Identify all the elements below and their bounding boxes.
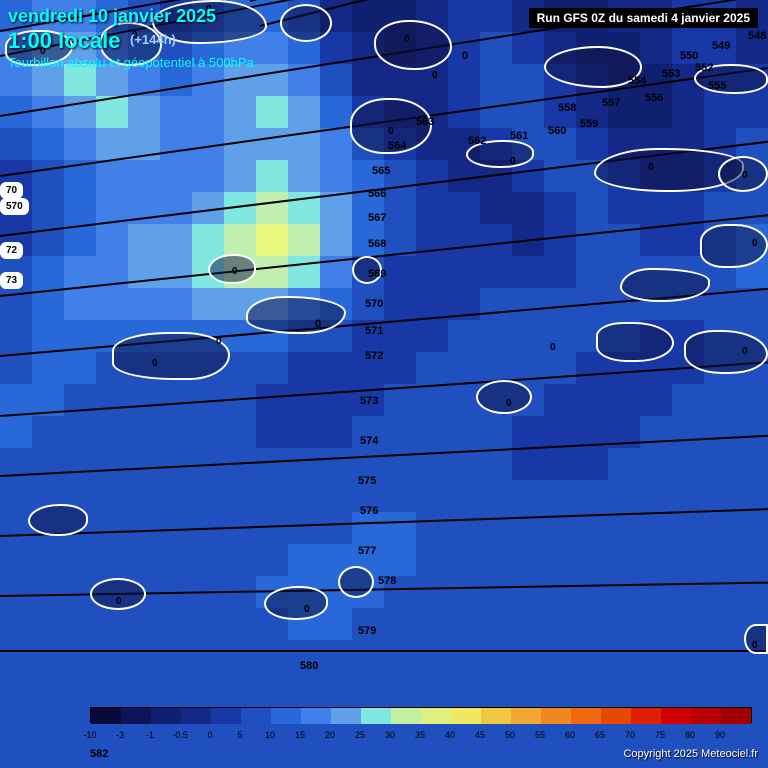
copyright-text: Copyright 2025 Meteociel.fr (623, 748, 758, 760)
bottom-left-value: 582 (90, 748, 108, 760)
forecast-time: 1:00 locale (8, 28, 121, 54)
model-run-info: Run GFS 0Z du samedi 4 janvier 2025 (529, 8, 758, 28)
weather-map: 5485495505525535545555565575585595605615… (0, 0, 768, 768)
color-legend (90, 707, 752, 723)
forecast-date: vendredi 10 janvier 2025 (8, 6, 216, 27)
legend-labels: -10-3-1-0.505101520253035404550556065707… (90, 730, 750, 740)
forecast-offset: (+144h) (130, 32, 176, 47)
forecast-description: Tourbillon absolu et géopotentiel à 500h… (8, 55, 254, 70)
